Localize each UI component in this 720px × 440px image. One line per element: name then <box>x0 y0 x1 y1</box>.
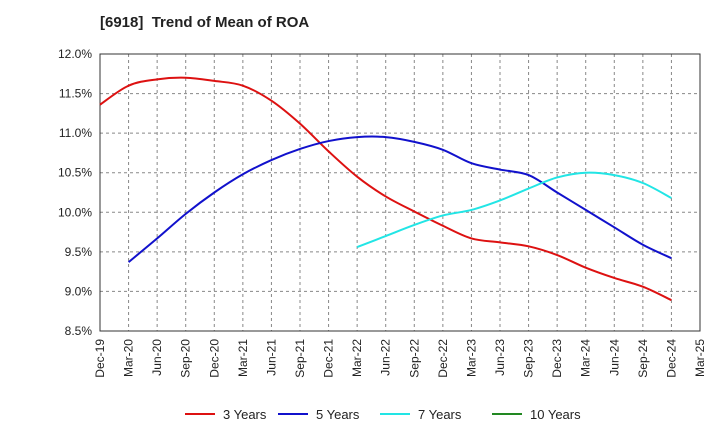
x-tick-label: Jun-24 <box>607 339 621 376</box>
series-line-3-years <box>99 76 672 302</box>
y-tick-label: 11.0% <box>59 126 92 140</box>
series-lines <box>99 76 672 302</box>
legend: 3 Years 5 Years 7 Years 10 Years <box>185 407 581 422</box>
x-tick-label: Dec-19 <box>93 339 107 378</box>
x-tick-label: Sep-22 <box>407 339 421 378</box>
y-tick-label: 10.5% <box>58 166 92 180</box>
x-tick-label: Mar-24 <box>579 339 593 377</box>
legend-label: 3 Years <box>223 407 267 422</box>
x-tick-label: Dec-21 <box>322 339 336 378</box>
x-tick-label: Dec-24 <box>664 339 678 378</box>
series-line-5-years <box>127 135 672 263</box>
x-tick-label: Sep-21 <box>293 339 307 378</box>
y-tick-label: 11.5% <box>59 87 92 101</box>
plot-border <box>99 53 701 332</box>
x-tick-label: Jun-20 <box>150 339 164 376</box>
x-tick-label: Sep-23 <box>522 339 536 378</box>
x-tick-label: Mar-23 <box>464 339 478 377</box>
chart-title: [6918] Trend of Mean of ROA <box>100 14 310 31</box>
x-tick-label: Mar-25 <box>693 339 707 377</box>
x-tick-label: Dec-23 <box>550 339 564 378</box>
grid-lines <box>99 53 701 332</box>
legend-label: 10 Years <box>530 407 581 422</box>
x-tick-label: Jun-21 <box>264 339 278 376</box>
x-tick-label: Sep-20 <box>179 339 193 378</box>
y-tick-label: 9.5% <box>65 245 93 259</box>
y-tick-label: 10.0% <box>58 205 92 219</box>
x-tick-label: Sep-24 <box>636 339 650 378</box>
x-tick-label: Mar-21 <box>236 339 250 377</box>
x-tick-label: Dec-22 <box>436 339 450 378</box>
series-line-7-years <box>356 171 672 249</box>
legend-label: 7 Years <box>418 407 462 422</box>
plot-area <box>100 54 700 331</box>
axes: 8.5% 9.0% 9.5% 10.0% 10.5% 11.0% 11.5% 12.0% Dec… <box>58 47 707 378</box>
x-tick-label: Mar-22 <box>350 339 364 377</box>
legend-label: 5 Years <box>316 407 360 422</box>
x-tick-label: Mar-20 <box>122 339 136 377</box>
x-tick-label: Jun-22 <box>379 339 393 376</box>
y-tick-label: 8.5% <box>65 324 93 338</box>
x-tick-label: Jun-23 <box>493 339 507 376</box>
x-tick-label: Dec-20 <box>207 339 221 378</box>
y-tick-label: 9.0% <box>65 284 93 298</box>
y-tick-label: 12.0% <box>58 47 92 61</box>
